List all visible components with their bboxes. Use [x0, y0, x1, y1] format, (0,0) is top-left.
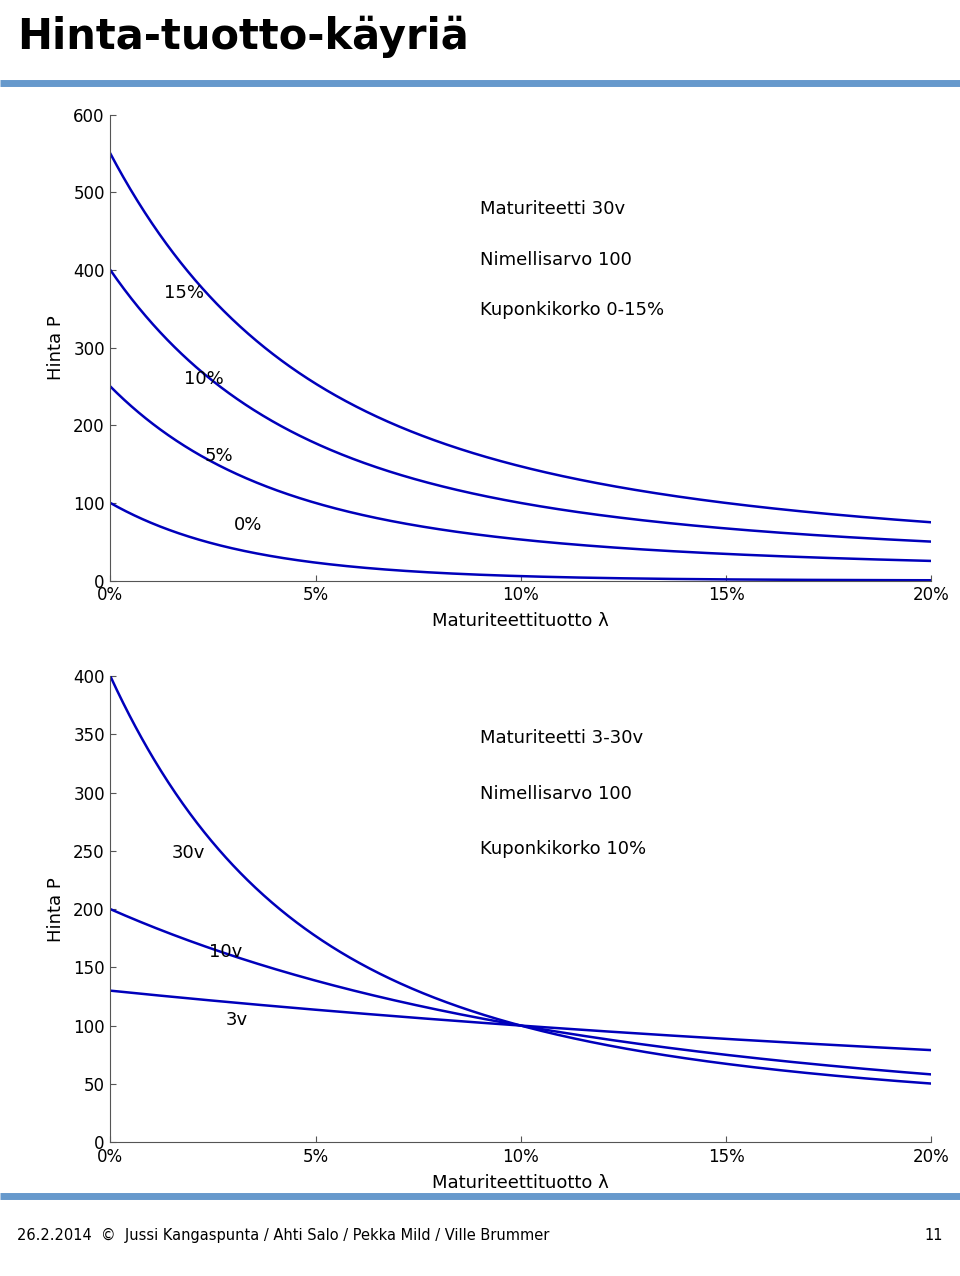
Text: Nimellisarvo 100: Nimellisarvo 100 — [480, 250, 632, 269]
Text: Maturiteetti 3-30v: Maturiteetti 3-30v — [480, 729, 643, 746]
Y-axis label: Hinta P: Hinta P — [47, 877, 65, 942]
Text: 10v: 10v — [209, 943, 242, 961]
Text: 10%: 10% — [184, 370, 224, 388]
Text: 11: 11 — [924, 1228, 943, 1243]
Text: Nimellisarvo 100: Nimellisarvo 100 — [480, 785, 632, 803]
Text: 15%: 15% — [164, 285, 204, 302]
Text: 30v: 30v — [172, 845, 205, 863]
Text: Kuponkikorko 10%: Kuponkikorko 10% — [480, 841, 646, 859]
Text: 3v: 3v — [226, 1011, 248, 1028]
Text: 26.2.2014  ©  Jussi Kangaspunta / Ahti Salo / Pekka Mild / Ville Brummer: 26.2.2014 © Jussi Kangaspunta / Ahti Sal… — [17, 1228, 550, 1243]
Y-axis label: Hinta P: Hinta P — [47, 315, 65, 380]
Text: Hinta-tuotto-käyriä: Hinta-tuotto-käyriä — [17, 15, 469, 57]
Text: Kuponkikorko 0-15%: Kuponkikorko 0-15% — [480, 301, 664, 319]
Text: 5%: 5% — [204, 448, 233, 466]
X-axis label: Maturiteettituotto λ: Maturiteettituotto λ — [432, 1174, 610, 1192]
Text: Maturiteetti 30v: Maturiteetti 30v — [480, 200, 625, 218]
Text: 0%: 0% — [233, 516, 262, 533]
X-axis label: Maturiteettituotto λ: Maturiteettituotto λ — [432, 612, 610, 630]
